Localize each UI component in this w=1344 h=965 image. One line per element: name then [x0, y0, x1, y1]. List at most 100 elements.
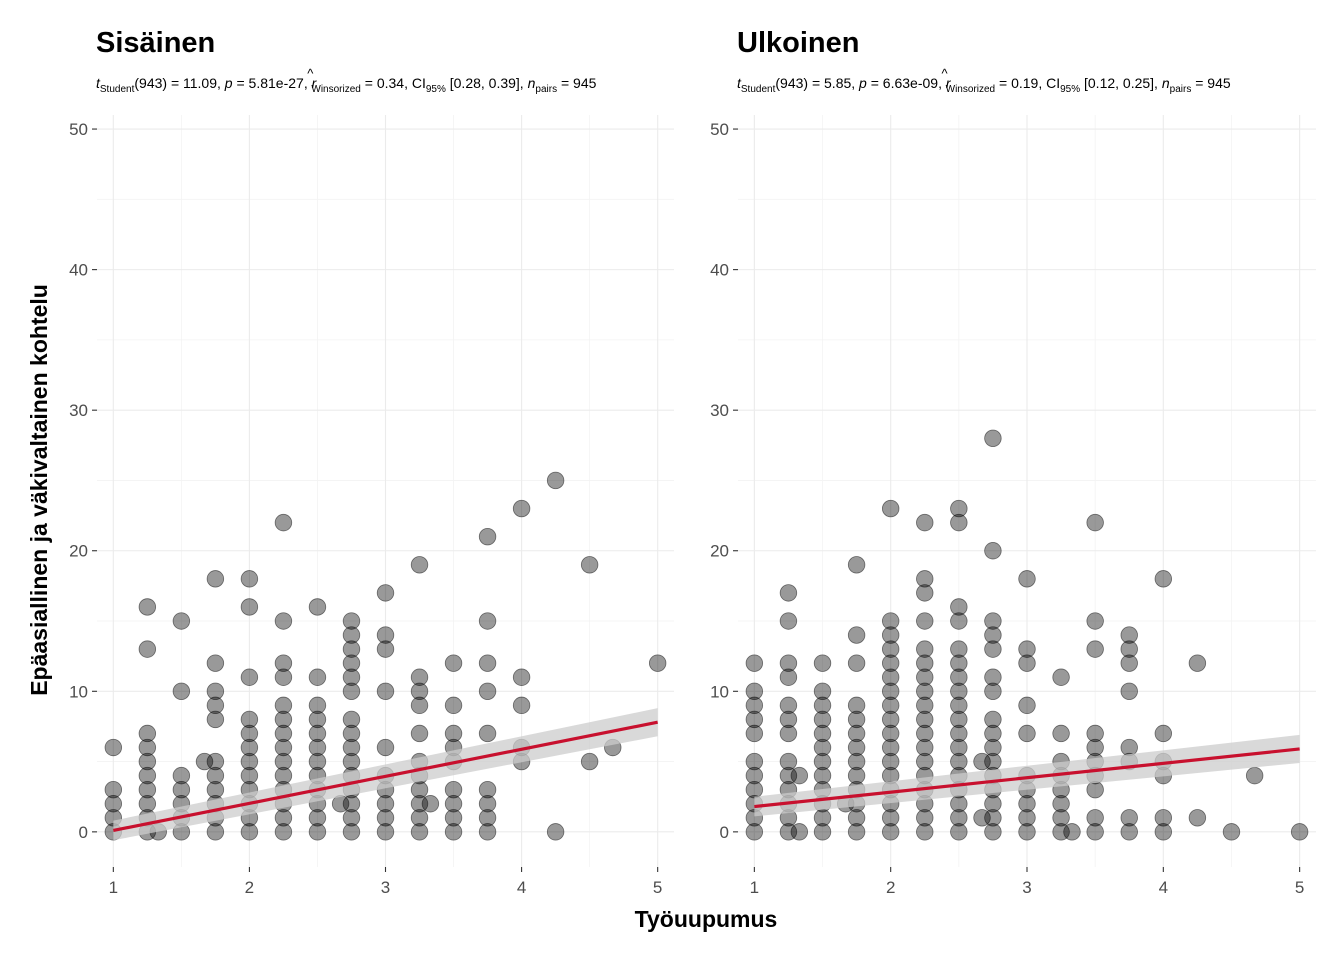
scatter-point	[104, 780, 123, 799]
scatter-point	[745, 710, 764, 729]
scatter-point	[916, 513, 934, 532]
scatter-point	[546, 823, 565, 841]
scatter-point	[274, 752, 293, 771]
scatter-point	[813, 654, 832, 672]
scatter-point	[984, 823, 1002, 841]
scatter-point	[1018, 823, 1036, 841]
scatter-point	[172, 612, 191, 630]
scatter-point	[376, 823, 395, 841]
scatter-point	[308, 823, 327, 841]
scatter-point	[813, 696, 832, 715]
scatter-point	[984, 795, 1002, 813]
scatter-point	[478, 527, 497, 546]
scatter-point	[274, 668, 293, 686]
scatter-point	[847, 823, 866, 841]
scatter-point	[1052, 795, 1070, 813]
scatter-point	[138, 795, 157, 813]
scatter-point	[1018, 795, 1036, 813]
scatter-point	[138, 724, 157, 743]
scatter-point	[206, 766, 225, 785]
panel-subtitle: tStudent(943) = 11.09, p = 5.81e-27, r^ W…	[96, 66, 597, 95]
scatter-point	[342, 724, 361, 743]
scatter-point	[308, 710, 327, 729]
scatter-point	[206, 780, 225, 799]
regression-line	[754, 747, 1300, 809]
scatter-point	[881, 612, 900, 630]
scatter-point	[342, 809, 361, 827]
scatter-point	[1086, 823, 1104, 841]
scatter-point	[779, 654, 798, 672]
y-tick-label: 10	[710, 682, 729, 701]
scatter-point	[1086, 738, 1104, 757]
scatter-point	[410, 668, 429, 686]
scatter-point	[984, 668, 1002, 686]
scatter-point	[206, 696, 225, 715]
scatter-point	[847, 556, 866, 574]
scatter-point	[950, 612, 968, 630]
scatter-point	[1154, 809, 1173, 827]
scatter-point	[745, 766, 764, 785]
scatter-point	[104, 795, 123, 813]
scatter-point	[104, 738, 123, 757]
scatter-point	[308, 598, 327, 616]
scatter-point	[240, 738, 259, 757]
scatter-point	[444, 696, 463, 715]
scatter-point	[240, 766, 259, 785]
scatter-point	[274, 724, 293, 743]
confidence-band	[113, 708, 658, 841]
confidence-band	[754, 734, 1300, 817]
scatter-point	[1120, 738, 1138, 757]
scatter-point	[172, 682, 191, 700]
scatter-point	[274, 809, 293, 827]
scatter-point	[342, 738, 361, 757]
scatter-point	[376, 795, 395, 813]
scatter-point	[847, 809, 866, 827]
scatter-point	[376, 682, 395, 700]
scatter-point	[950, 823, 968, 841]
scatter-point	[984, 738, 1002, 757]
scatter-point	[779, 710, 798, 729]
scatter-point	[881, 823, 900, 841]
x-tick-label: 4	[1159, 878, 1168, 897]
y-tick-label: 40	[69, 261, 88, 280]
scatter-point	[984, 809, 1002, 827]
scatter-point	[813, 724, 832, 743]
scatter-point	[240, 598, 259, 616]
regression-line	[113, 720, 658, 833]
scatter-point	[745, 696, 764, 715]
scatter-point	[342, 823, 361, 841]
scatter-point	[916, 738, 934, 757]
scatter-point	[410, 809, 429, 827]
scatter-point	[813, 766, 832, 785]
y-tick-label: 20	[69, 542, 88, 561]
scatter-point	[342, 668, 361, 686]
scatter-point	[881, 752, 900, 771]
x-tick-label: 5	[653, 878, 662, 897]
scatter-point	[478, 795, 497, 813]
scatter-point	[790, 823, 809, 841]
x-tick-label: 3	[381, 878, 390, 897]
scatter-point	[478, 780, 497, 799]
scatter-point	[342, 612, 361, 630]
scatter-point	[790, 766, 809, 785]
scatter-point	[1245, 766, 1264, 785]
scatter-point	[580, 752, 599, 771]
scatter-point	[138, 640, 157, 658]
scatter-point	[745, 682, 764, 700]
scatter-point	[308, 809, 327, 827]
scatter-point	[779, 696, 798, 715]
scatter-point	[478, 612, 497, 630]
scatter-point	[274, 654, 293, 672]
scatter-point	[342, 752, 361, 771]
scatter-point	[950, 682, 968, 700]
scatter-point	[984, 710, 1002, 729]
scatter-point	[950, 668, 968, 686]
scatter-point	[881, 682, 900, 700]
scatter-point	[950, 738, 968, 757]
scatter-point	[950, 598, 968, 616]
scatter-point	[984, 682, 1002, 700]
scatter-point	[950, 724, 968, 743]
scatter-point	[138, 766, 157, 785]
scatter-point	[342, 682, 361, 700]
